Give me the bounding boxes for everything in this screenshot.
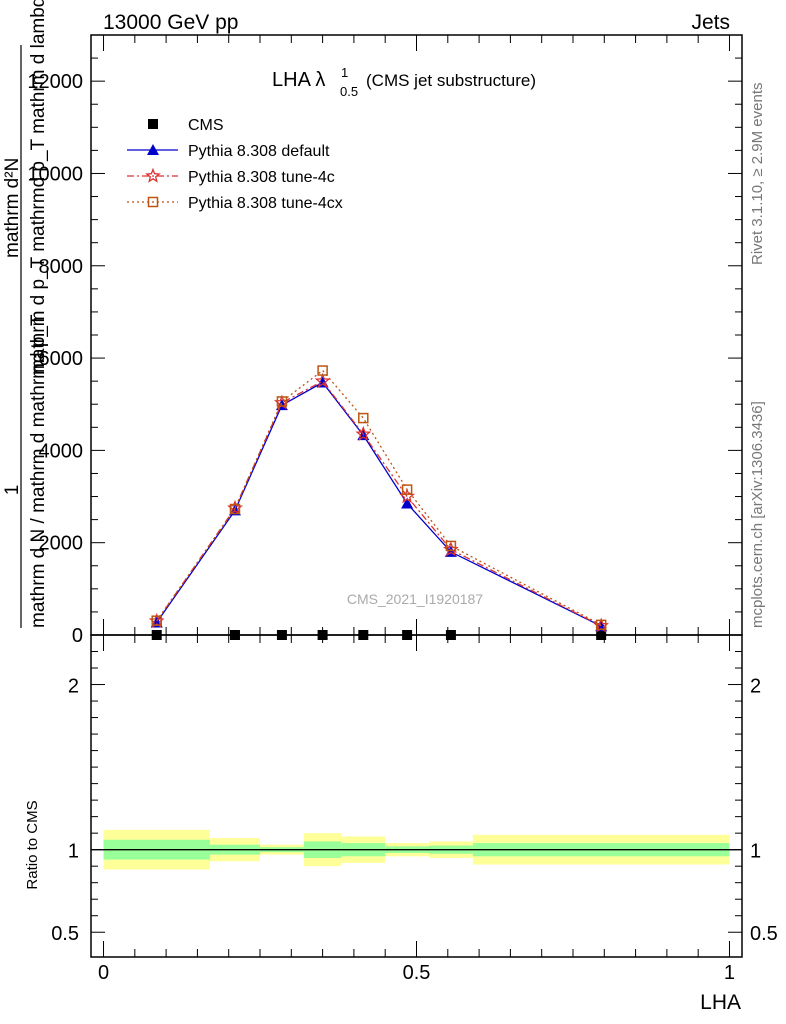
main-y-axis: 0 2000 4000 6000 8000 10000 12000 <box>27 34 742 647</box>
plot-title-sup: 1 <box>341 65 348 80</box>
legend-label: CMS <box>188 117 224 134</box>
y-tick-label: 10000 <box>27 163 83 185</box>
ratio-panel-frame <box>90 634 743 958</box>
x-tick-label: 1 <box>724 962 735 984</box>
legend: CMS Pythia 8.308 default Pythia 8.308 tune… <box>127 117 343 212</box>
y-tick-label: 6000 <box>39 348 84 370</box>
plot-title-suffix: (CMS jet substructure) <box>366 71 536 90</box>
ratio-y-label: Ratio to CMS <box>24 800 41 889</box>
series-3 <box>151 365 607 631</box>
marker-triangle <box>401 497 414 509</box>
ratio-bands <box>91 829 742 870</box>
plot-title-main: LHA λ <box>272 69 325 91</box>
plot-title-sub: 0.5 <box>340 84 358 99</box>
marker-triangle <box>147 144 159 155</box>
analysis-watermark: CMS_2021_I1920187 <box>347 591 483 607</box>
ratio-y-tick-label-right: 1 <box>750 841 761 863</box>
mcplots-label: mcplots.cern.ch [arXiv:1306.3436] <box>749 401 766 628</box>
marker-open-square <box>445 540 457 552</box>
ratio-y-tick-label-right: 0.5 <box>750 923 778 945</box>
marker-open-square <box>151 615 162 626</box>
marker-open-square <box>147 196 159 208</box>
marker-open-square <box>401 484 413 495</box>
legend-label: Pythia 8.308 tune-4cx <box>188 195 343 212</box>
ratio-y-axis: 0.5 0.5 1 1 2 2 <box>51 651 778 945</box>
marker-square <box>148 119 158 129</box>
y-tick-label: 4000 <box>39 440 84 462</box>
main-y-label: 1 mathrm d N / mathrm d mathrmd p_T math… <box>2 0 49 628</box>
marker-open-square <box>595 619 607 631</box>
rivet-label: Rivet 3.1.10, ≥ 2.9M events <box>749 83 766 266</box>
y-label-prefix-num: 1 <box>2 485 23 496</box>
marker-star <box>314 372 331 388</box>
marker-open-square <box>229 503 241 515</box>
y-label-numerator: mathrm d²N <box>2 158 23 258</box>
marker-star <box>355 425 372 441</box>
legend-label: Pythia 8.308 tune-4c <box>188 169 335 186</box>
y-label-denominator: mathrm d p_T mathrmd p_T mathrm d lambda <box>28 0 49 375</box>
marker-open-square <box>317 365 328 376</box>
y-tick-label: 12000 <box>27 71 83 93</box>
y-tick-label: 2000 <box>39 533 84 555</box>
x-tick-label: 0.5 <box>403 962 431 984</box>
plot-title: LHA λ <box>272 69 325 91</box>
ratio-x-axis: 0 0.5 1 <box>98 635 735 984</box>
marker-open-square <box>276 396 288 407</box>
header-left: 13000 GeV pp <box>103 11 238 34</box>
header-right: Jets <box>691 11 730 34</box>
ratio-y-tick-label: 0.5 <box>51 923 79 945</box>
y-tick-label: 8000 <box>39 256 84 278</box>
ratio-y-tick-label: 1 <box>68 841 79 863</box>
series-line <box>156 381 602 627</box>
y-tick-label: 0 <box>72 625 83 647</box>
series-line <box>156 369 602 626</box>
legend-label: Pythia 8.308 default <box>188 143 330 160</box>
x-axis-label: LHA <box>700 991 741 1014</box>
y-label-prefix-den: mathrm d N / mathrm d mathrmd p_T <box>28 314 49 628</box>
marker-open-square <box>358 412 369 424</box>
series-layer <box>148 365 610 640</box>
marker-star <box>145 167 161 183</box>
ratio-y-tick-label-right: 2 <box>750 676 761 698</box>
x-tick-label: 0 <box>98 962 109 984</box>
ratio-y-tick-label: 2 <box>68 676 79 698</box>
